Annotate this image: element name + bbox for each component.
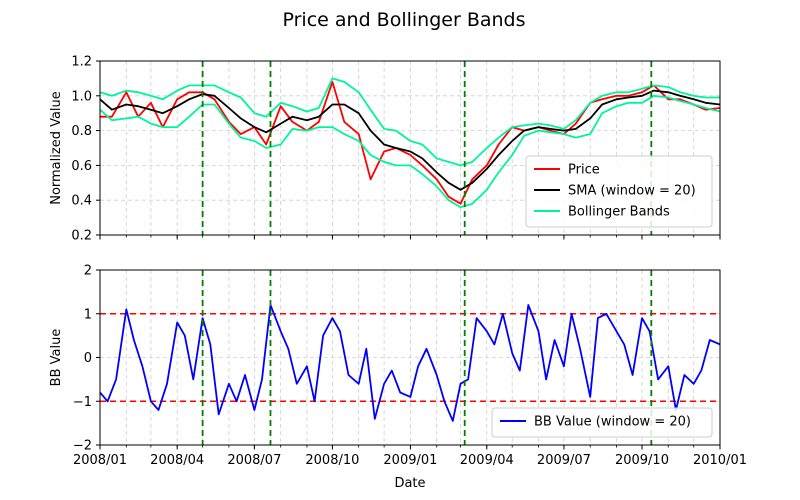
x-tick-label: 2009/04	[460, 453, 514, 468]
y-tick-label: 0.6	[71, 159, 92, 174]
x-tick-label: 2009/07	[537, 453, 591, 468]
x-tick-label: 2008/01	[73, 453, 127, 468]
y-tick-label: −1	[73, 395, 92, 410]
price-panel: 0.2 0.4 0.6 0.8 1.0 1.2 Normalized Value Price S…	[49, 55, 721, 244]
x-tick-label: 2009/10	[615, 453, 669, 468]
y-tick-label: −2	[73, 439, 92, 454]
legend: BB Value (window = 20)	[491, 407, 713, 438]
legend-label: SMA (window = 20)	[568, 184, 696, 199]
y-tick-label: 1.2	[71, 55, 92, 70]
y-tick-label: 0.2	[71, 229, 92, 244]
grid-group	[100, 61, 720, 235]
bb-panel: −2 −1 0 1 2 2008/01 2008/04 2008/07 2008/10 2009/…	[49, 264, 747, 492]
y-tick-label: 0.8	[71, 124, 92, 139]
y-tick-label: 2	[84, 264, 92, 279]
x-tick-label: 2008/04	[150, 453, 204, 468]
legend-label: Price	[568, 163, 600, 178]
legend-label: Bollinger Bands	[568, 205, 670, 220]
series-group	[100, 304, 720, 422]
y-tick-label: 0.4	[71, 194, 92, 209]
legend-box	[491, 407, 713, 438]
legend-label: BB Value (window = 20)	[534, 415, 691, 430]
legend: Price SMA (window = 20) Bollinger Bands	[525, 155, 713, 228]
y-axis-label: Normalized Value	[49, 91, 64, 205]
x-tick-label: 2008/07	[227, 453, 281, 468]
series-line-0	[100, 304, 720, 422]
legend-box	[525, 155, 713, 228]
x-axis-label: Date	[394, 476, 425, 491]
y-axis-label: BB Value	[49, 329, 64, 387]
y-tick-label: 1.0	[71, 89, 92, 104]
y-tick-label: 0	[84, 351, 92, 366]
x-tick-label: 2010/01	[693, 453, 747, 468]
y-tick-label: 1	[84, 307, 92, 322]
x-tick-label: 2009/01	[383, 453, 437, 468]
figure-title: Price and Bollinger Bands	[283, 9, 526, 31]
x-tick-label: 2008/10	[305, 453, 359, 468]
